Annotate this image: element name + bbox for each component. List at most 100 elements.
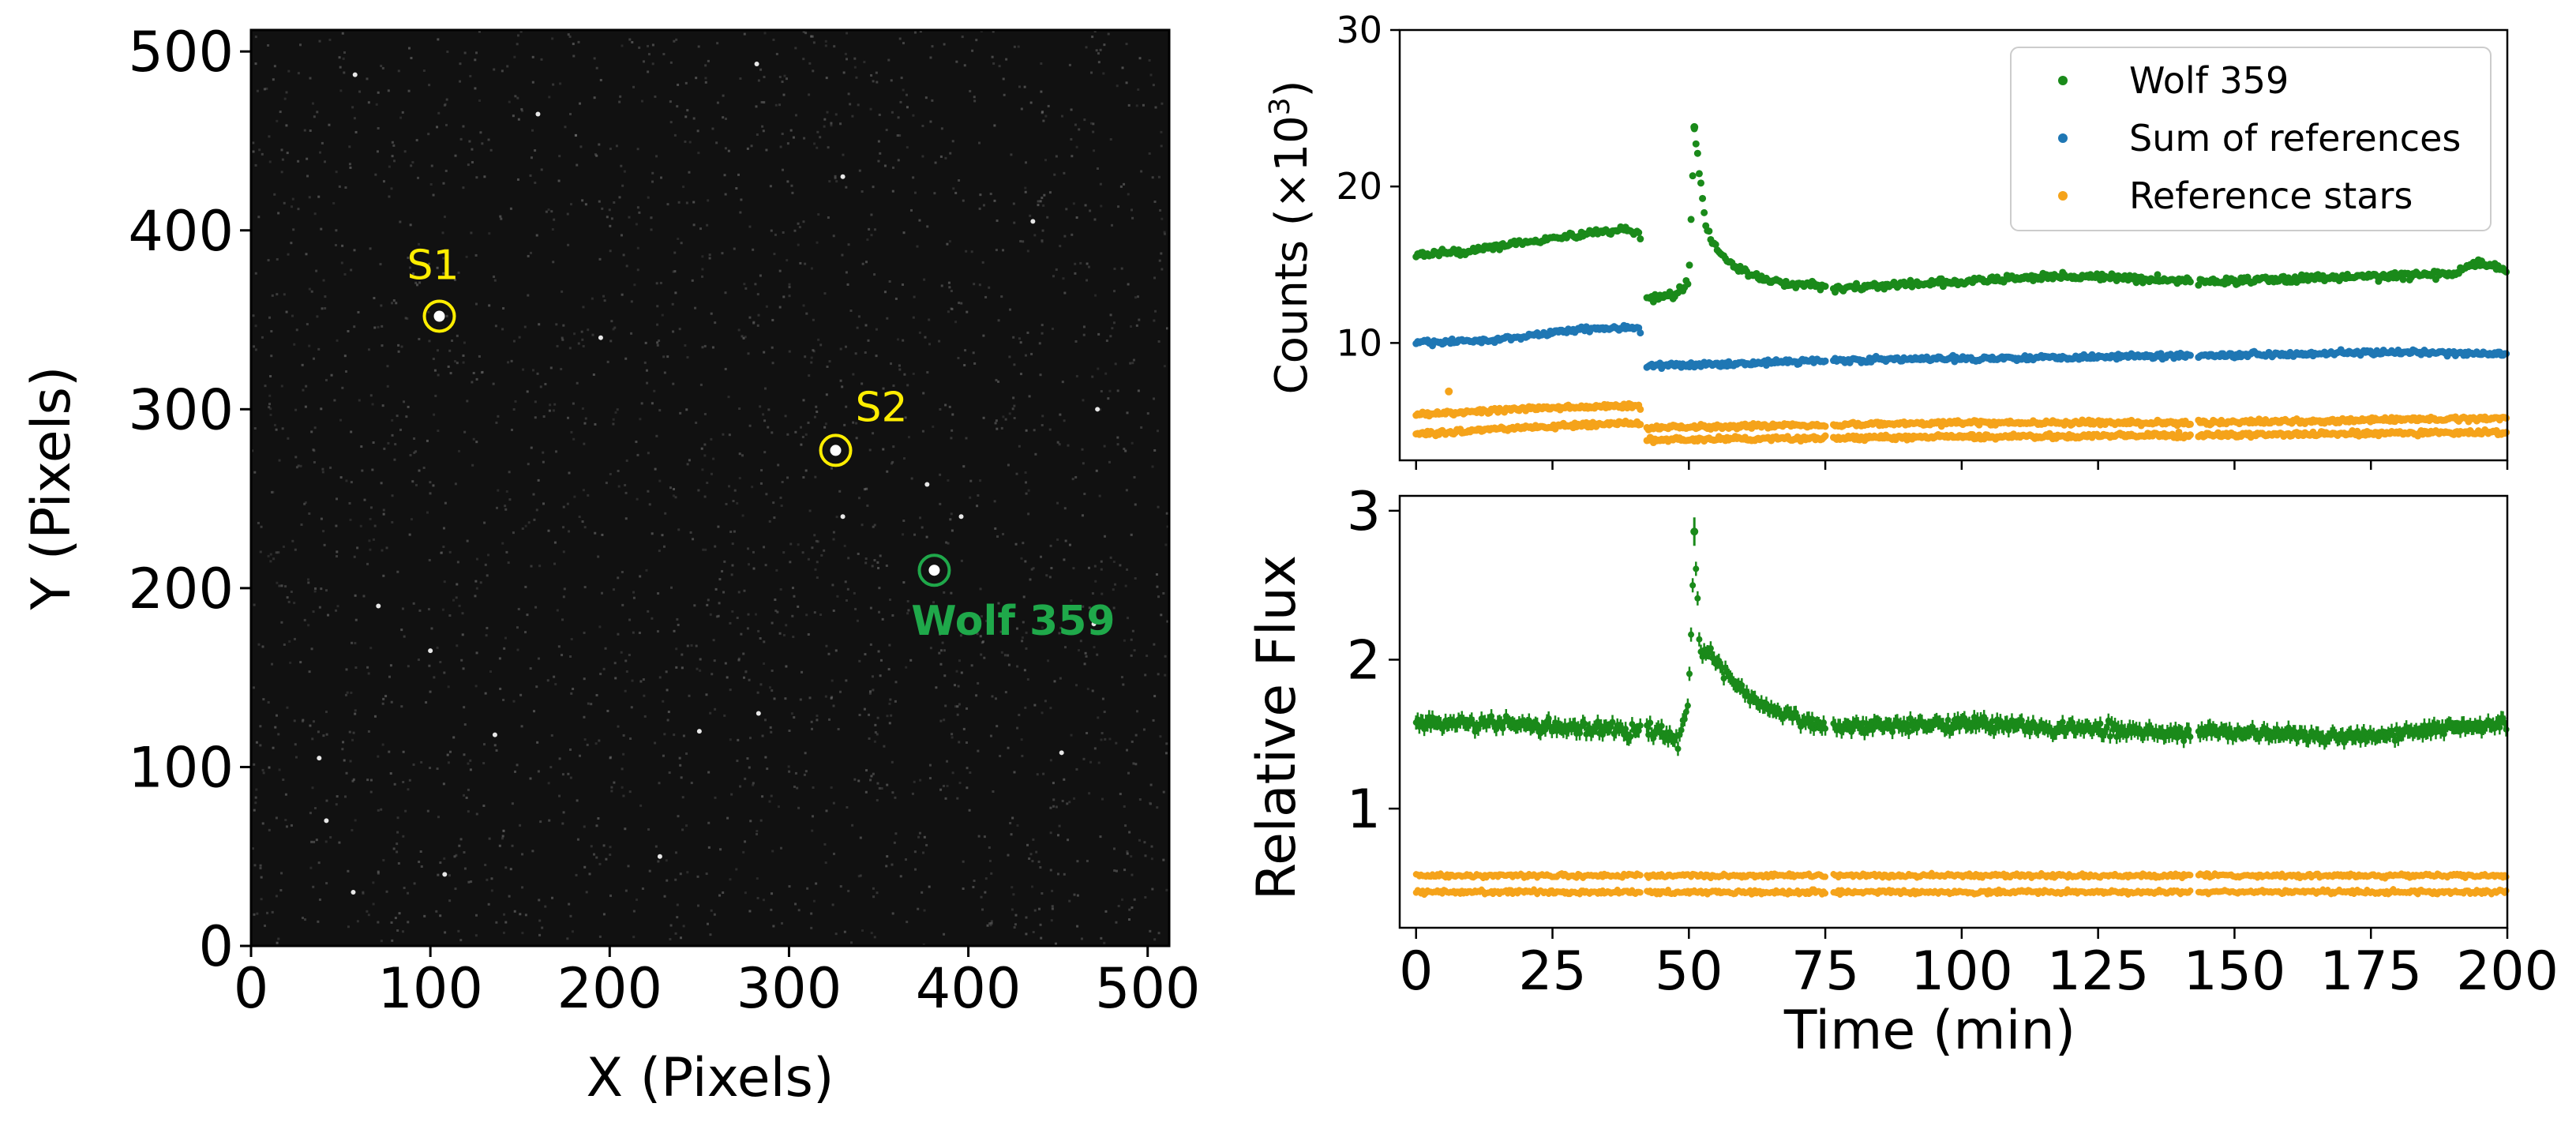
noise-pixel bbox=[729, 738, 732, 741]
noise-pixel bbox=[454, 482, 457, 486]
noise-pixel bbox=[1055, 268, 1058, 271]
noise-pixel bbox=[594, 531, 597, 535]
noise-pixel bbox=[662, 545, 666, 548]
noise-pixel bbox=[940, 127, 943, 130]
noise-pixel bbox=[740, 198, 743, 201]
noise-pixel bbox=[1060, 114, 1063, 118]
noise-pixel bbox=[868, 692, 872, 695]
noise-pixel bbox=[1041, 711, 1044, 715]
noise-pixel bbox=[663, 371, 666, 374]
noise-pixel bbox=[448, 899, 452, 902]
noise-pixel bbox=[710, 909, 713, 912]
noise-pixel bbox=[748, 225, 752, 228]
noise-pixel bbox=[268, 394, 272, 397]
noise-pixel bbox=[339, 66, 342, 69]
noise-pixel bbox=[752, 550, 755, 553]
noise-pixel bbox=[367, 101, 370, 104]
data-point bbox=[2399, 276, 2407, 283]
noise-pixel bbox=[1038, 907, 1041, 910]
noise-pixel bbox=[583, 526, 587, 529]
noise-pixel bbox=[456, 644, 459, 647]
noise-pixel bbox=[348, 163, 351, 166]
noise-pixel bbox=[1010, 833, 1013, 836]
noise-pixel bbox=[533, 710, 536, 713]
noise-pixel bbox=[1038, 606, 1041, 609]
noise-pixel bbox=[625, 459, 628, 462]
noise-pixel bbox=[1150, 857, 1153, 861]
noise-pixel bbox=[721, 252, 724, 255]
noise-pixel bbox=[1104, 737, 1107, 741]
noise-pixel bbox=[771, 621, 774, 625]
noise-pixel bbox=[1076, 894, 1079, 897]
noise-pixel bbox=[740, 632, 743, 636]
noise-pixel bbox=[336, 497, 339, 501]
noise-pixel bbox=[1124, 584, 1127, 587]
noise-pixel bbox=[788, 286, 791, 289]
noise-pixel bbox=[736, 501, 739, 505]
noise-pixel bbox=[1068, 543, 1071, 546]
noise-pixel bbox=[253, 471, 257, 474]
noise-pixel bbox=[1166, 525, 1169, 528]
noise-pixel bbox=[345, 479, 348, 482]
noise-pixel bbox=[913, 533, 917, 536]
noise-pixel bbox=[870, 213, 873, 216]
noise-pixel bbox=[669, 61, 673, 64]
faint-star-12 bbox=[924, 482, 930, 487]
noise-pixel bbox=[1113, 869, 1116, 872]
noise-pixel bbox=[1012, 893, 1015, 896]
noise-pixel bbox=[1130, 325, 1133, 328]
noise-pixel bbox=[630, 706, 633, 709]
noise-pixel bbox=[871, 675, 874, 678]
noise-pixel bbox=[1151, 465, 1154, 468]
noise-pixel bbox=[891, 912, 894, 915]
noise-pixel bbox=[429, 481, 432, 484]
data-point bbox=[1684, 280, 1692, 288]
noise-pixel bbox=[1025, 631, 1028, 634]
noise-pixel bbox=[1075, 767, 1078, 771]
noise-pixel bbox=[1108, 460, 1111, 463]
noise-pixel bbox=[997, 602, 1000, 605]
noise-pixel bbox=[666, 689, 669, 692]
noise-pixel bbox=[495, 749, 498, 752]
noise-pixel bbox=[1096, 653, 1099, 656]
noise-pixel bbox=[845, 679, 848, 682]
noise-pixel bbox=[396, 415, 399, 418]
noise-pixel bbox=[457, 929, 460, 932]
noise-pixel bbox=[917, 907, 920, 910]
noise-pixel bbox=[302, 719, 305, 722]
noise-pixel bbox=[958, 782, 962, 785]
noise-pixel bbox=[542, 415, 546, 418]
noise-pixel bbox=[339, 89, 343, 92]
noise-pixel bbox=[1037, 200, 1040, 203]
noise-pixel bbox=[868, 713, 871, 716]
noise-pixel bbox=[999, 754, 1002, 757]
noise-pixel bbox=[494, 325, 497, 328]
noise-pixel bbox=[992, 62, 996, 65]
noise-pixel bbox=[925, 535, 928, 538]
noise-pixel bbox=[684, 115, 688, 118]
noise-pixel bbox=[602, 913, 606, 916]
noise-pixel bbox=[1165, 512, 1168, 515]
noise-pixel bbox=[442, 272, 445, 275]
noise-pixel bbox=[832, 704, 835, 707]
noise-pixel bbox=[673, 487, 676, 490]
noise-pixel bbox=[278, 584, 281, 587]
noise-pixel bbox=[876, 799, 879, 802]
noise-pixel bbox=[470, 880, 473, 884]
noise-pixel bbox=[889, 362, 892, 366]
noise-pixel bbox=[960, 559, 963, 562]
noise-pixel bbox=[280, 584, 283, 587]
noise-pixel bbox=[756, 293, 759, 296]
noise-pixel bbox=[521, 886, 524, 889]
faint-star-8 bbox=[442, 872, 448, 877]
noise-pixel bbox=[844, 52, 847, 55]
noise-pixel bbox=[847, 243, 850, 246]
noise-pixel bbox=[604, 647, 607, 650]
noise-pixel bbox=[582, 344, 585, 347]
noise-pixel bbox=[466, 539, 469, 542]
noise-pixel bbox=[1153, 695, 1157, 698]
noise-pixel bbox=[976, 632, 979, 636]
noise-pixel bbox=[728, 485, 731, 488]
noise-pixel bbox=[1025, 647, 1028, 650]
noise-pixel bbox=[343, 759, 346, 762]
